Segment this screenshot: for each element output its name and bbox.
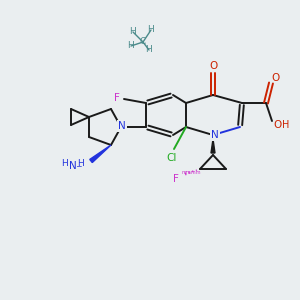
Text: H: H [78,158,84,167]
Text: O: O [271,73,279,83]
Text: H: H [146,46,152,55]
Text: mmmm: mmmm [181,169,201,175]
Text: F: F [173,174,179,184]
Text: C: C [140,38,146,46]
Text: H: H [128,41,134,50]
Text: H: H [61,158,68,167]
Text: N: N [211,130,219,140]
Text: H: H [148,26,154,34]
Polygon shape [90,145,111,163]
Polygon shape [211,139,215,153]
Text: H: H [129,28,135,37]
Text: N: N [118,121,126,131]
Text: N: N [69,161,77,171]
Text: H: H [282,120,290,130]
Text: Cl: Cl [167,153,177,163]
Text: O: O [210,61,218,71]
Text: F: F [114,93,120,103]
Text: O: O [273,120,281,130]
